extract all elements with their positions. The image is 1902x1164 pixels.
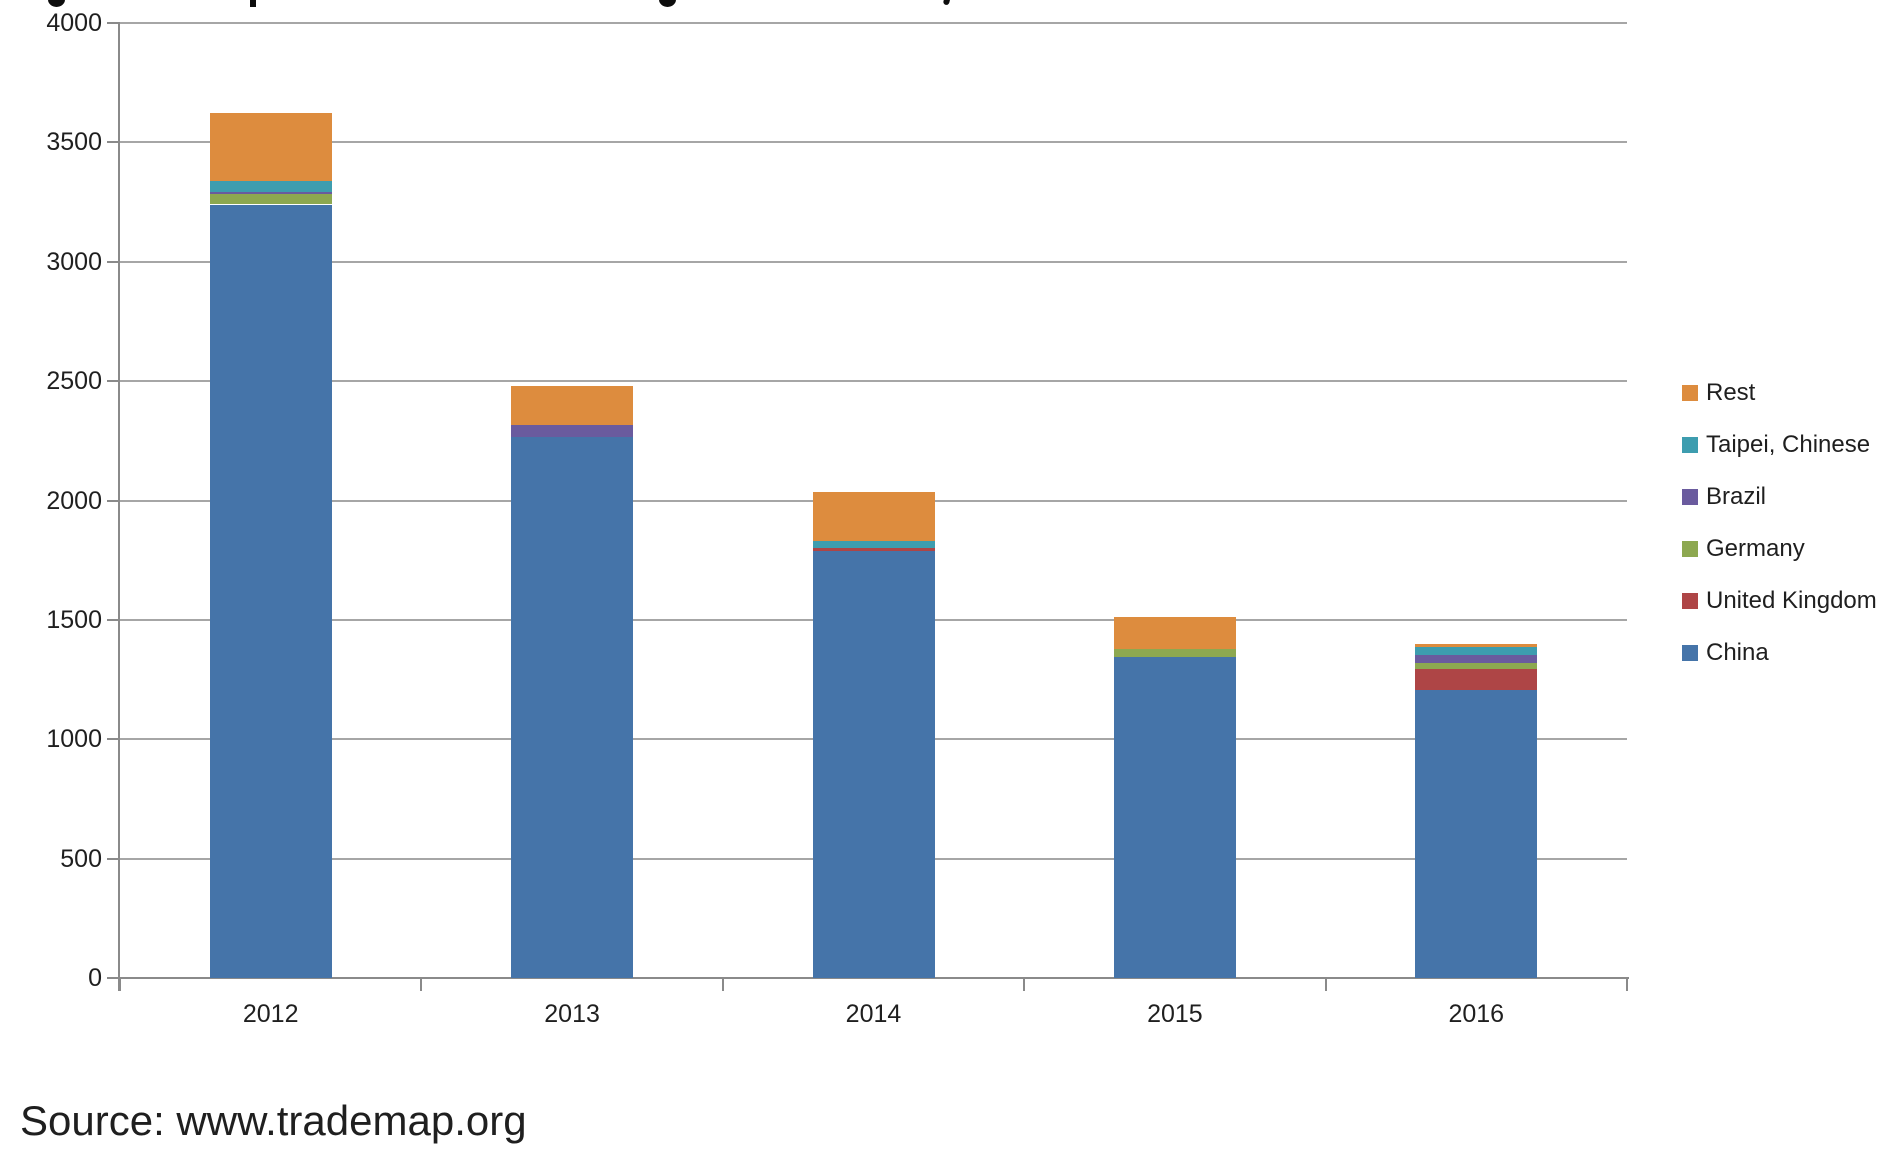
bar-segment-china-2012 [209,204,332,978]
x-axis-tick [1023,978,1026,991]
y-axis-tick [107,141,120,144]
legend-label: United Kingdom [1706,587,1877,614]
y-axis-tick-label: 1500 [46,605,102,634]
gridline [120,141,1627,144]
y-axis-tick [107,260,120,263]
y-axis-tick [107,22,120,24]
legend-swatch [1682,645,1698,661]
y-axis-tick-label: 3500 [46,128,102,157]
bar-segment-united-kingdom-2016 [1415,669,1538,691]
legend-swatch [1682,541,1698,557]
x-axis-line [107,977,1629,979]
bar-segment-rest-2014 [812,491,935,542]
y-axis-line [118,23,120,991]
bar-segment-taipei-chinese-2016 [1415,647,1538,656]
cropped-title-fragment [659,0,676,7]
bar-segment-brazil-2013 [511,425,634,438]
bar-segment-rest-2016 [1415,643,1538,648]
legend-label: Germany [1706,535,1805,562]
x-axis-tick-label: 2016 [1448,1000,1505,1028]
x-axis-tick [1626,978,1628,991]
x-axis-tick [420,978,423,991]
y-axis-tick [107,380,120,383]
bar-segment-taipei-chinese-2014 [812,541,935,548]
y-axis-tick-label: 1000 [46,725,102,754]
y-axis-tick [107,738,120,741]
bar-segment-germany-2012 [209,194,332,205]
x-axis-tick-label: 2015 [1147,1000,1203,1028]
gridline [120,260,1627,263]
y-axis-tick-label: 2500 [46,367,102,396]
legend-label: Rest [1706,379,1756,406]
x-axis-tick-label: 2012 [242,1000,299,1028]
y-axis-tick-label: 0 [88,964,102,992]
cropped-title-fragment [48,0,65,7]
y-axis-tick-label: 2000 [46,486,102,515]
legend-swatch [1682,437,1698,453]
x-axis-tick [721,978,724,991]
x-axis-tick [1324,978,1327,991]
y-axis-tick-label: 3000 [46,247,102,276]
bar-segment-china-2014 [812,550,935,978]
bar-segment-germany-2016 [1415,663,1538,670]
y-axis-tick-label: 500 [60,844,102,873]
legend-item-brazil: Brazil [1682,483,1767,510]
legend-label: China [1706,639,1769,666]
source-note: Source: www.trademap.org [20,1097,527,1144]
x-axis-tick-label: 2013 [544,1000,600,1028]
legend-swatch [1682,593,1698,609]
x-axis-tick-label: 2014 [845,1000,902,1028]
legend-swatch [1682,489,1698,505]
bar-segment-china-2013 [511,437,634,978]
x-axis-tick [119,978,121,991]
legend-swatch [1682,385,1698,401]
y-axis-tick [107,499,120,502]
bar-segment-china-2016 [1415,690,1538,978]
legend-item-china: China [1682,639,1769,666]
y-axis-tick [107,857,120,860]
cropped-title-fragment [250,0,256,7]
bar-segment-taipei-chinese-2012 [209,180,332,192]
bar-segment-germany-2015 [1113,649,1236,657]
gridline [120,22,1627,24]
legend-label: Brazil [1706,483,1767,510]
gridline [120,380,1627,383]
legend-label: Taipei, Chinese [1706,431,1871,458]
legend-item-united-kingdom: United Kingdom [1682,587,1877,614]
legend-item-taipei-chinese: Taipei, Chinese [1682,431,1871,458]
bar-segment-rest-2015 [1113,617,1236,649]
bar-segment-china-2015 [1113,656,1236,978]
cropped-title-fragment [942,0,952,6]
y-axis-tick-label: 4000 [46,9,102,37]
bar-segment-united-kingdom-2014 [812,547,935,551]
bar-segment-rest-2012 [209,113,332,181]
bar-segment-brazil-2012 [209,191,332,195]
legend-item-rest: Rest [1682,379,1756,406]
bar-segment-rest-2013 [511,385,634,426]
legend-item-germany: Germany [1682,535,1805,562]
y-axis-tick [107,618,120,621]
bar-segment-brazil-2016 [1415,655,1538,664]
